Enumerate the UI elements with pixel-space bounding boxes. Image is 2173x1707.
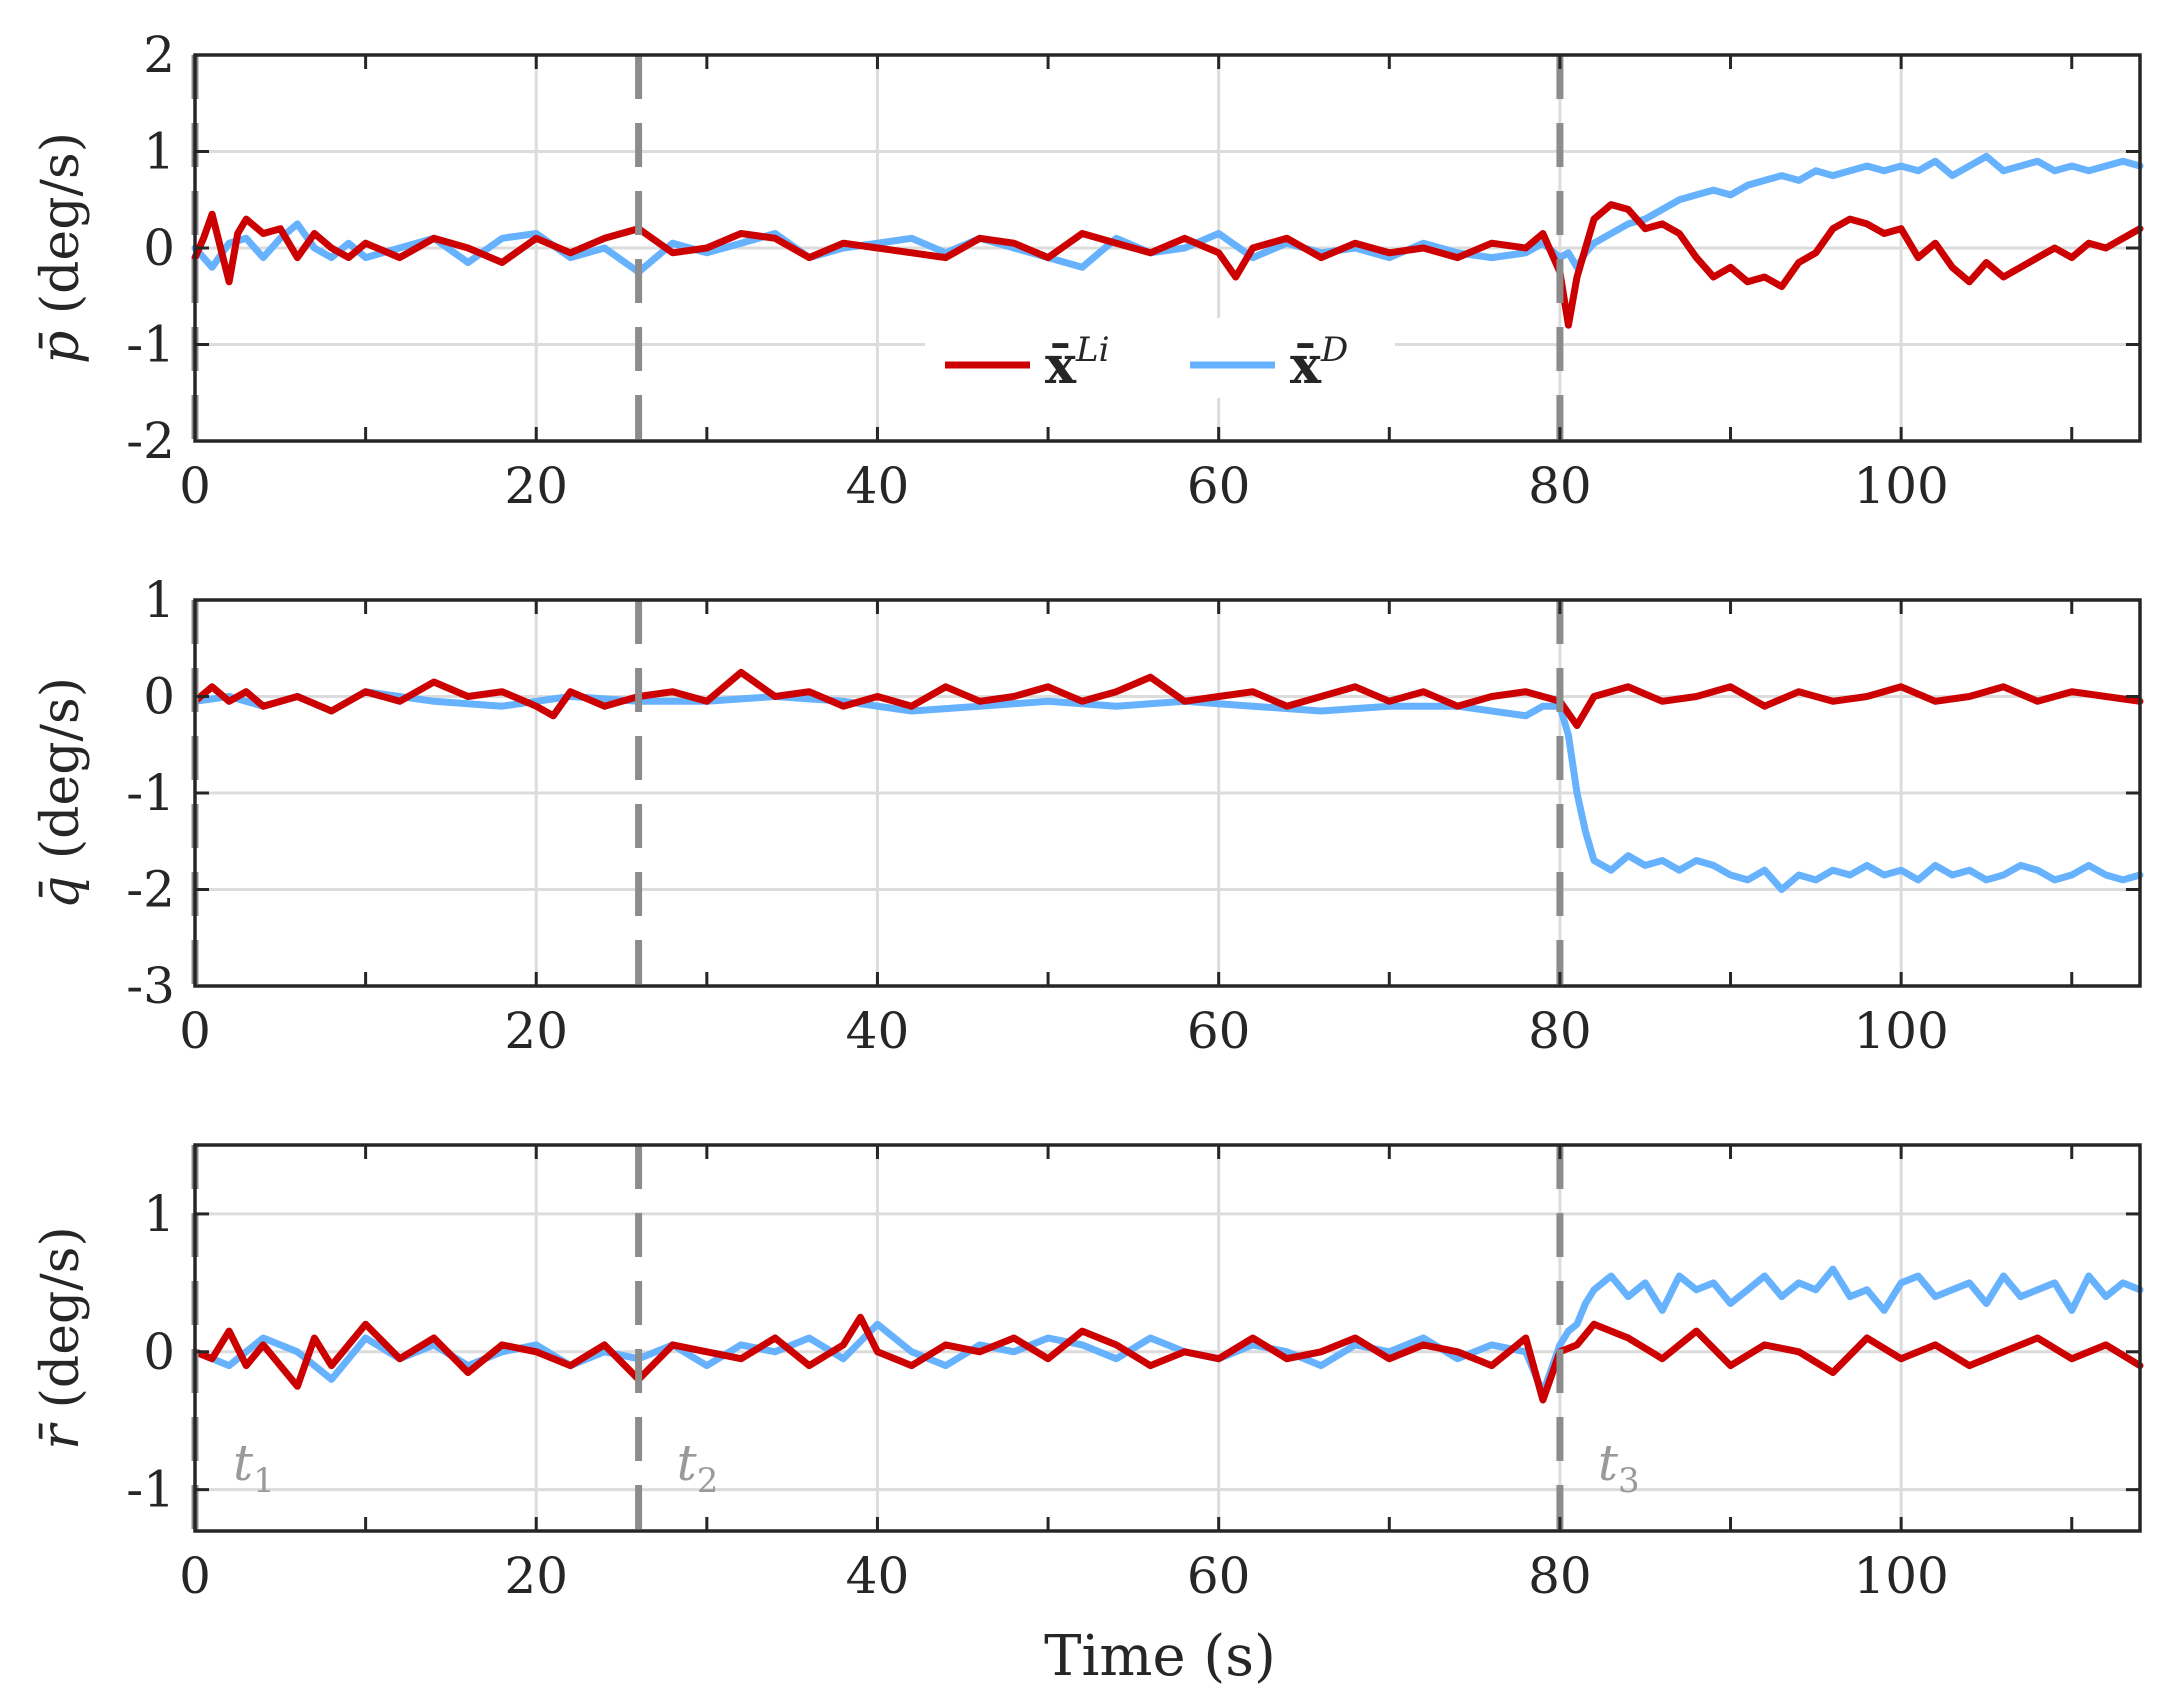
event-label-base: t <box>233 1434 254 1492</box>
x-tick-label: 80 <box>1528 1547 1592 1605</box>
event-label-base: t <box>1598 1434 1619 1492</box>
y-axis-label-unit: (deg/s) <box>31 132 91 331</box>
event-label: t1 <box>233 1434 275 1501</box>
x-tick-label: 100 <box>1853 1547 1948 1605</box>
x-axis-label: Time (s) <box>1044 1624 1276 1689</box>
legend-label-sup: D <box>1320 330 1348 370</box>
x-tick-label: 0 <box>179 1002 211 1060</box>
x-tick-label: 80 <box>1528 1002 1592 1060</box>
x-tick-label: 0 <box>179 1547 211 1605</box>
series-Li-line <box>191 1313 2144 1404</box>
series-Li-line <box>191 668 2144 729</box>
y-tick-label: 0 <box>143 668 175 726</box>
y-tick-label: 0 <box>143 1323 175 1381</box>
y-axis-label: r̄ (deg/s) <box>31 1226 91 1450</box>
event-label-sub: 2 <box>697 1461 719 1501</box>
x-tick-label: 20 <box>504 1002 568 1060</box>
y-tick-label: 1 <box>143 123 175 181</box>
y-axis-label: q̄ (deg/s) <box>31 677 91 909</box>
y-tick-label: -2 <box>126 412 175 470</box>
y-axis-label: p̄ (deg/s) <box>31 132 91 364</box>
x-tick-label: 20 <box>504 1547 568 1605</box>
series-Li-line <box>191 201 2144 329</box>
legend-label-sup: Li <box>1075 330 1109 370</box>
y-axis-label-symbol: q̄ <box>31 876 91 909</box>
x-tick-label: 60 <box>1187 457 1251 515</box>
legend-box <box>925 318 1395 398</box>
y-axis-label-symbol: r̄ <box>31 1422 91 1450</box>
y-tick-label: -3 <box>126 957 175 1015</box>
y-tick-label: -1 <box>126 764 175 822</box>
x-tick-label: 100 <box>1853 457 1948 515</box>
legend-label-Li: x̄Li <box>1045 330 1109 396</box>
y-tick-label: 2 <box>143 26 175 84</box>
x-tick-label: 60 <box>1187 1002 1251 1060</box>
event-label: t3 <box>1598 1434 1640 1501</box>
y-tick-label: -1 <box>126 1461 175 1519</box>
x-tick-label: 80 <box>1528 457 1592 515</box>
event-label-base: t <box>677 1434 698 1492</box>
panel-q: 0 20 40 60 80 100 -3 -2 -1 0 1 q̄ (deg/s) <box>31 571 2144 1060</box>
x-tick-label: 100 <box>1853 1002 1948 1060</box>
x-tick-label: 40 <box>846 1547 910 1605</box>
y-tick-label: -1 <box>126 316 175 374</box>
legend: x̄Li x̄D <box>925 318 1395 398</box>
x-tick-label: 40 <box>846 1002 910 1060</box>
axes-frame <box>193 1143 2142 1533</box>
legend-label-D: x̄D <box>1290 330 1348 396</box>
series-D-line <box>191 152 2144 276</box>
x-tick-label: 0 <box>179 457 211 515</box>
y-tick-label: 1 <box>143 1185 175 1243</box>
x-tick-label: 20 <box>504 457 568 515</box>
x-tick-label: 60 <box>1187 1547 1251 1605</box>
plot-area <box>195 1145 2140 1531</box>
event-label-sub: 1 <box>253 1461 275 1501</box>
x-tick-label: 40 <box>846 457 910 515</box>
y-axis-label-symbol: p̄ <box>31 331 91 364</box>
y-tick-label: 1 <box>143 571 175 629</box>
legend-label-base: x̄ <box>1045 335 1077 396</box>
event-label-sub: 3 <box>1618 1461 1640 1501</box>
y-axis-label-unit: (deg/s) <box>31 1226 91 1425</box>
legend-label-base: x̄ <box>1290 335 1322 396</box>
y-tick-label: 0 <box>143 219 175 277</box>
y-axis-label-unit: (deg/s) <box>31 677 91 876</box>
event-label: t2 <box>677 1434 719 1501</box>
y-tick-label: -2 <box>126 861 175 919</box>
